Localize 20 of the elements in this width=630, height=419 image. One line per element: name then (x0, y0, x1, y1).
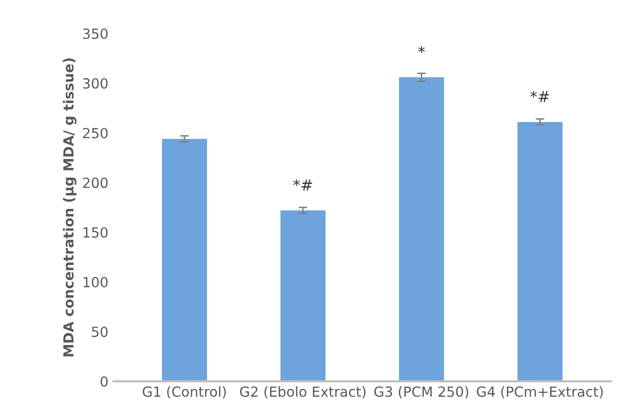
x-tick-label: G4 (PCm+Extract) (476, 386, 603, 399)
y-tick-label: 50 (92, 326, 108, 338)
annotation: *# (530, 90, 550, 102)
x-tick-label: G2 (Ebolo Extract) (240, 386, 366, 399)
bar (280, 210, 326, 382)
y-axis-title: MDA concentration (µg MDA/ g tissue) (62, 58, 76, 356)
y-tick-label: 350 (83, 28, 108, 39)
bar (398, 77, 444, 382)
x-tick-label: G3 (PCM 250) (374, 386, 468, 399)
y-tick-label: 200 (83, 178, 108, 188)
y-tick-label: 150 (84, 227, 108, 238)
y-tick-label: 250 (83, 128, 108, 138)
annotation: * (418, 46, 425, 54)
y-tick-label: 0 (100, 376, 108, 387)
y-tick-label: 100 (84, 276, 108, 288)
bar (517, 122, 563, 382)
bar (162, 138, 208, 382)
y-tick-label: 300 (83, 78, 108, 89)
annotation: *# (293, 179, 312, 191)
x-tick-label: G1 (Control) (142, 386, 226, 399)
